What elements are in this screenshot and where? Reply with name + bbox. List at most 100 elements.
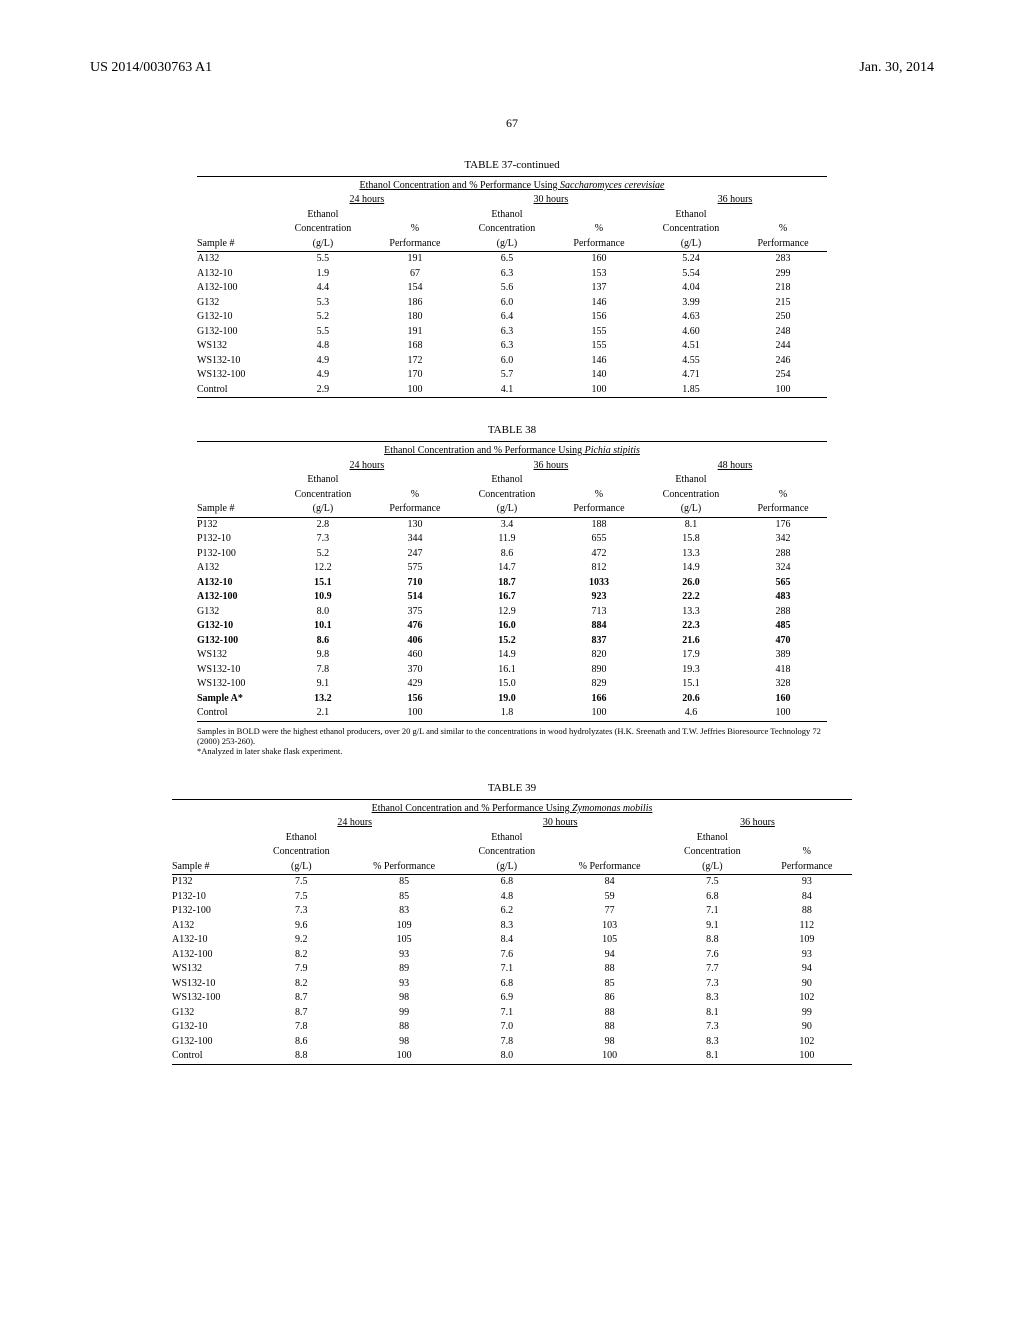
table-row: Control2.11001.81004.6100: [197, 706, 827, 721]
value-cell: 94: [556, 948, 663, 963]
sample-cell: G132-10: [197, 310, 275, 325]
value-cell: 6.5: [459, 252, 555, 267]
value-cell: 154: [371, 281, 459, 296]
value-cell: 15.2: [459, 634, 555, 649]
table-39-title: TABLE 39: [172, 782, 852, 796]
value-cell: 15.8: [643, 532, 739, 547]
value-cell: 247: [371, 547, 459, 562]
value-cell: 156: [555, 310, 643, 325]
value-cell: 98: [556, 1035, 663, 1050]
value-cell: 8.0: [457, 1049, 556, 1064]
sample-cell: Control: [197, 383, 275, 398]
value-cell: 476: [371, 619, 459, 634]
value-cell: 4.55: [643, 354, 739, 369]
value-cell: 923: [555, 590, 643, 605]
value-cell: 109: [351, 919, 458, 934]
table-37-subtitle: Ethanol Concentration and % Performance …: [197, 179, 827, 194]
table-row: A1325.51916.51605.24283: [197, 252, 827, 267]
value-cell: 6.8: [663, 890, 762, 905]
sample-cell: WS132: [197, 339, 275, 354]
col-sample: Sample #: [197, 208, 275, 252]
value-cell: 6.3: [459, 325, 555, 340]
value-cell: 1.9: [275, 267, 371, 282]
value-cell: 100: [762, 1049, 852, 1064]
sample-cell: WS132-10: [197, 663, 275, 678]
value-cell: 884: [555, 619, 643, 634]
sample-cell: Sample A*: [197, 692, 275, 707]
value-cell: 344: [371, 532, 459, 547]
sample-cell: G132-10: [172, 1020, 252, 1035]
value-cell: 85: [351, 890, 458, 905]
value-cell: 820: [555, 648, 643, 663]
value-cell: 8.3: [663, 1035, 762, 1050]
table-row: WS132-1004.91705.71404.71254: [197, 368, 827, 383]
value-cell: 8.3: [663, 991, 762, 1006]
value-cell: 13.3: [643, 605, 739, 620]
sample-cell: WS132: [172, 962, 252, 977]
value-cell: 6.0: [459, 296, 555, 311]
value-cell: 137: [555, 281, 643, 296]
value-cell: 88: [351, 1020, 458, 1035]
value-cell: 6.8: [457, 875, 556, 890]
value-cell: 19.0: [459, 692, 555, 707]
value-cell: 250: [739, 310, 827, 325]
value-cell: 6.0: [459, 354, 555, 369]
value-cell: 99: [351, 1006, 458, 1021]
value-cell: 105: [351, 933, 458, 948]
value-cell: 4.8: [275, 339, 371, 354]
value-cell: 105: [556, 933, 663, 948]
value-cell: 7.1: [457, 962, 556, 977]
value-cell: 7.5: [663, 875, 762, 890]
value-cell: 4.8: [457, 890, 556, 905]
value-cell: 86: [556, 991, 663, 1006]
value-cell: 4.4: [275, 281, 371, 296]
page-number: 67: [90, 116, 934, 131]
value-cell: 77: [556, 904, 663, 919]
table-37-group-1: 24 hours: [349, 194, 384, 205]
value-cell: 5.54: [643, 267, 739, 282]
value-cell: 102: [762, 991, 852, 1006]
value-cell: 6.9: [457, 991, 556, 1006]
value-cell: 7.9: [252, 962, 351, 977]
sample-cell: A132-100: [197, 590, 275, 605]
value-cell: 146: [555, 296, 643, 311]
value-cell: 6.4: [459, 310, 555, 325]
value-cell: 8.1: [663, 1049, 762, 1064]
table-row: P1322.81303.41888.1176: [197, 517, 827, 532]
value-cell: 102: [762, 1035, 852, 1050]
value-cell: 829: [555, 677, 643, 692]
value-cell: 67: [371, 267, 459, 282]
table-37-subtitle-italic: Saccharomyces cerevisiae: [560, 180, 665, 191]
table-38-subtitle-plain: Ethanol Concentration and % Performance …: [384, 445, 585, 456]
value-cell: 3.99: [643, 296, 739, 311]
table-row: G1328.037512.971313.3288: [197, 605, 827, 620]
sample-cell: P132-100: [172, 904, 252, 919]
table-39-subtitle: Ethanol Concentration and % Performance …: [172, 802, 852, 817]
table-row: G1328.7997.1888.199: [172, 1006, 852, 1021]
value-cell: 98: [351, 991, 458, 1006]
value-cell: 7.1: [457, 1006, 556, 1021]
table-row: G132-1010.147616.088422.3485: [197, 619, 827, 634]
value-cell: 153: [555, 267, 643, 282]
value-cell: 15.1: [275, 576, 371, 591]
value-cell: 5.2: [275, 310, 371, 325]
value-cell: 6.8: [457, 977, 556, 992]
table-row: G132-1008.640615.283721.6470: [197, 634, 827, 649]
value-cell: 170: [371, 368, 459, 383]
value-cell: 88: [556, 1020, 663, 1035]
value-cell: 8.8: [252, 1049, 351, 1064]
table-row: A132-101.9676.31535.54299: [197, 267, 827, 282]
value-cell: 655: [555, 532, 643, 547]
value-cell: 1.85: [643, 383, 739, 398]
value-cell: 94: [762, 962, 852, 977]
table-38-subtitle: Ethanol Concentration and % Performance …: [197, 444, 827, 459]
value-cell: 370: [371, 663, 459, 678]
table-39-group-3: 36 hours: [740, 817, 775, 828]
value-cell: 13.2: [275, 692, 371, 707]
value-cell: 160: [739, 692, 827, 707]
value-cell: 7.8: [457, 1035, 556, 1050]
value-cell: 155: [555, 325, 643, 340]
value-cell: 16.1: [459, 663, 555, 678]
value-cell: 112: [762, 919, 852, 934]
value-cell: 389: [739, 648, 827, 663]
